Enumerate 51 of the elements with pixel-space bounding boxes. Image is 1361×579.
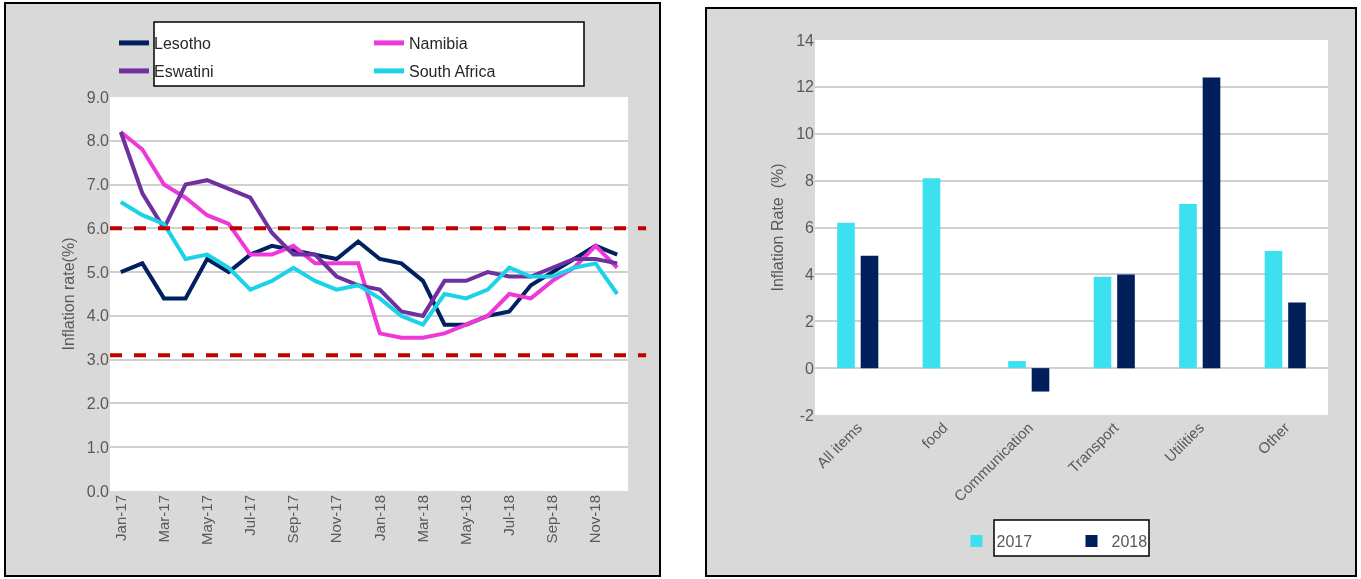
bar <box>860 255 879 369</box>
bar <box>1008 361 1026 369</box>
y-tick-label: 10 <box>796 125 815 143</box>
y-tick-label: 5.0 <box>86 263 110 281</box>
y-tick-label: 2 <box>805 312 815 330</box>
y-tick-label: 12 <box>796 78 815 96</box>
bar <box>1031 368 1050 392</box>
legend-label: Namibia <box>409 35 468 53</box>
y-tick-label: 0.0 <box>86 482 110 500</box>
x-tick-label: May-17 <box>197 495 215 546</box>
bar <box>1117 274 1135 369</box>
legend-label: Lesotho <box>154 35 212 53</box>
x-tick-label: Jan-18 <box>370 495 388 541</box>
x-tick-label: Nov-17 <box>327 495 345 544</box>
y-tick-label: 6 <box>805 219 815 237</box>
x-tick-label: Mar-18 <box>413 495 431 543</box>
bar <box>1264 250 1283 369</box>
y-tick-label: 9.0 <box>86 88 110 106</box>
x-tick-label: Sep-18 <box>543 495 561 544</box>
bar <box>922 178 941 369</box>
y-tick-label: 0 <box>805 359 815 377</box>
y-tick-label: 2.0 <box>86 395 110 413</box>
x-tick-label: Jul-18 <box>500 495 518 536</box>
line-series <box>118 200 620 327</box>
x-tick-label: Jan-17 <box>111 495 129 541</box>
bar <box>1179 204 1197 369</box>
bar <box>1093 276 1112 369</box>
y-tick-label: 4.0 <box>86 307 110 325</box>
legend-label: Eswatini <box>154 63 214 81</box>
x-tick-label: May-18 <box>456 495 474 546</box>
y-axis-title: Inflation Rate (%) <box>769 163 787 292</box>
bar <box>1202 77 1221 369</box>
legend-label: 2018 <box>1111 533 1148 551</box>
x-tick-label: Sep-17 <box>284 495 302 544</box>
y-axis-title: Inflation rate(%) <box>59 237 77 351</box>
y-tick-label: 8 <box>805 172 815 190</box>
legend-label: 2017 <box>996 533 1033 551</box>
legend-label: South Africa <box>409 63 496 81</box>
y-tick-label: 4 <box>805 265 815 283</box>
bar <box>837 222 855 369</box>
y-tick-label: 6.0 <box>86 219 110 237</box>
x-tick-label: Jul-17 <box>241 495 259 536</box>
y-tick-label: -2 <box>799 406 815 424</box>
y-tick-label: 7.0 <box>86 176 110 194</box>
x-tick-label: Mar-17 <box>154 495 172 543</box>
y-tick-label: 8.0 <box>86 132 110 150</box>
y-tick-label: 14 <box>796 31 815 49</box>
bar <box>1288 302 1306 369</box>
y-tick-label: 1.0 <box>86 438 110 456</box>
y-tick-label: 3.0 <box>86 351 110 369</box>
x-tick-label: Nov-18 <box>586 495 604 544</box>
